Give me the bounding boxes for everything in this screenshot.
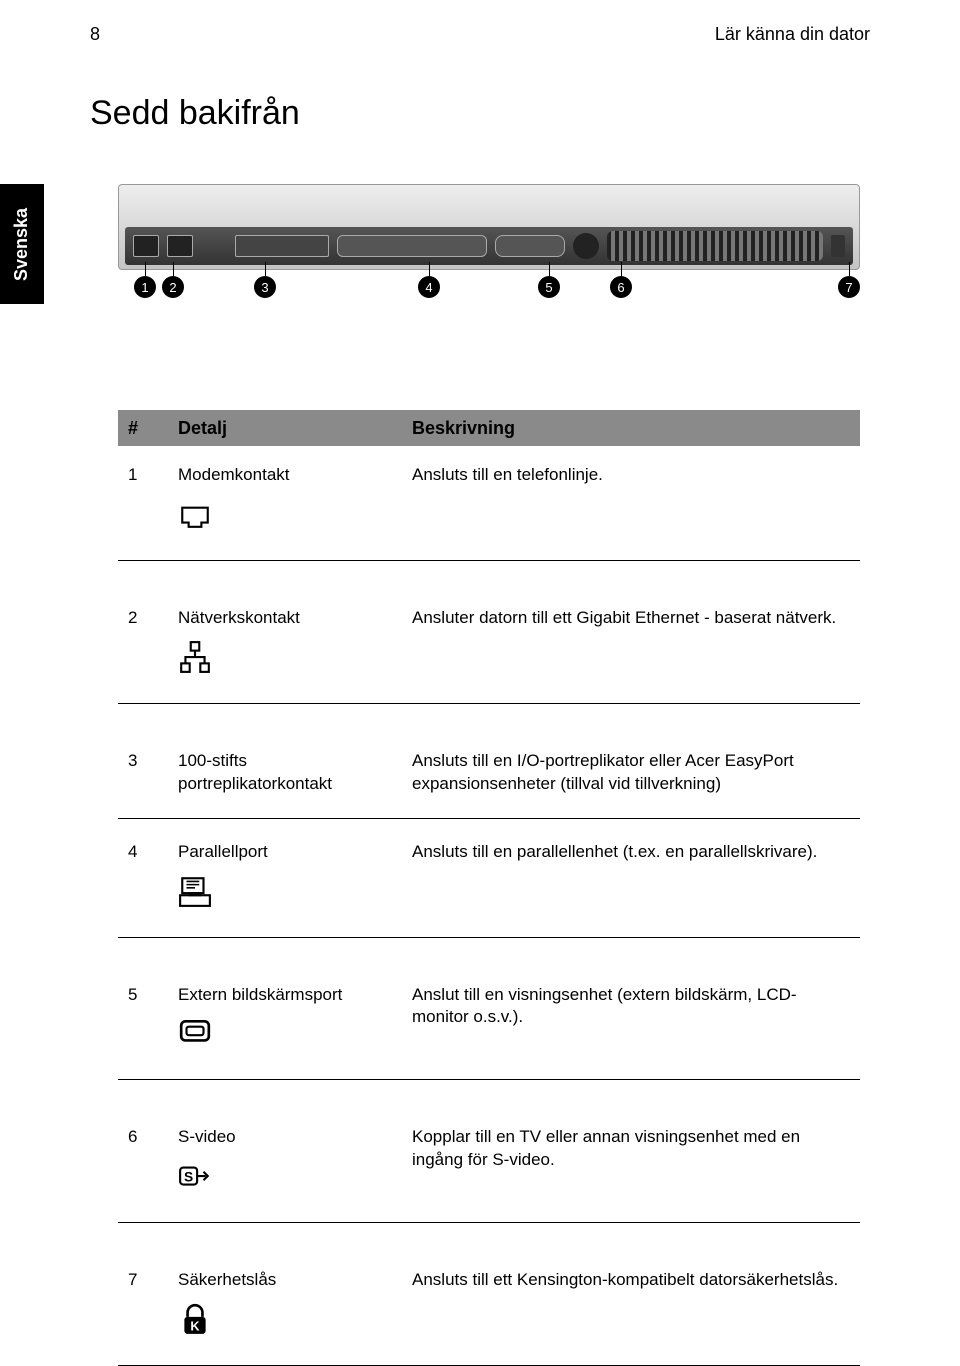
- callout-3: 3: [254, 262, 276, 298]
- row-group-spacer: [118, 1223, 860, 1247]
- svideo-icon: [178, 1159, 402, 1200]
- row-name: Extern bildskärmsport: [178, 984, 412, 1058]
- table-row: 6S-video Kopplar till en TV eller annan v…: [118, 1104, 860, 1223]
- row-description: Anslut till en visningsenhet (extern bil…: [412, 984, 850, 1058]
- callout-bubble: 2: [162, 276, 184, 298]
- lock-icon: [178, 1302, 402, 1343]
- table-row: 1Modemkontakt Ansluts till en telefonlinj…: [118, 446, 860, 561]
- row-name: Parallellport: [178, 841, 412, 915]
- callout-6: 6: [610, 262, 632, 298]
- row-group-spacer: [118, 1080, 860, 1104]
- table-row: 4Parallellport Ansluts till en parallelle…: [118, 819, 860, 938]
- callout-bubble: 4: [418, 276, 440, 298]
- callout-1: 1: [134, 262, 156, 298]
- callout-line: [429, 262, 430, 276]
- row-name: Nätverkskontakt: [178, 607, 412, 681]
- row-name-text: Extern bildskärmsport: [178, 984, 402, 1007]
- row-name: Säkerhetslås: [178, 1269, 412, 1343]
- row-name: S-video: [178, 1126, 412, 1200]
- table-row: 2Nätverkskontakt Ansluter datorn till ett…: [118, 585, 860, 704]
- row-description: Ansluts till en telefonlinje.: [412, 464, 850, 538]
- row-name: 100-stifts portreplikatorkontakt: [178, 750, 412, 796]
- row-name: Modemkontakt: [178, 464, 412, 538]
- row-number: 5: [128, 984, 178, 1058]
- callout-bubble: 5: [538, 276, 560, 298]
- page-title: Sedd bakifrån: [90, 94, 300, 133]
- table-row: 3100-stifts portreplikatorkontaktAnsluts…: [118, 728, 860, 819]
- port-modem: [133, 235, 159, 257]
- table-body: 1Modemkontakt Ansluts till en telefonlinj…: [118, 446, 860, 1366]
- row-description: Kopplar till en TV eller annan visningse…: [412, 1126, 850, 1200]
- row-number: 6: [128, 1126, 178, 1200]
- port-ethernet: [167, 235, 193, 257]
- row-description: Ansluter datorn till ett Gigabit Etherne…: [412, 607, 850, 681]
- row-name-text: Parallellport: [178, 841, 402, 864]
- table-row: 7Säkerhetslås Ansluts till ett Kensington…: [118, 1247, 860, 1366]
- row-number: 1: [128, 464, 178, 538]
- row-name-text: 100-stifts portreplikatorkontakt: [178, 750, 402, 796]
- row-name-text: Modemkontakt: [178, 464, 402, 487]
- vent-grille: [607, 231, 823, 261]
- page-header: 8 Lär känna din dator: [0, 24, 960, 45]
- device-rear-diagram: 12 3 4 5 6 7: [118, 184, 860, 324]
- callout-line: [173, 262, 174, 276]
- modem-icon: [178, 497, 402, 538]
- table-row: 5Extern bildskärmsport Anslut till en vis…: [118, 962, 860, 1081]
- row-description: Ansluts till ett Kensington-kompatibelt …: [412, 1269, 850, 1343]
- language-tab-label: Svenska: [12, 207, 33, 280]
- row-name-text: Säkerhetslås: [178, 1269, 402, 1292]
- row-name-text: S-video: [178, 1126, 402, 1149]
- callout-bubble: 3: [254, 276, 276, 298]
- port-lock: [831, 235, 845, 257]
- row-name-text: Nätverkskontakt: [178, 607, 402, 630]
- table-header-name: Detalj: [178, 418, 412, 439]
- callout-2: 2: [162, 262, 184, 298]
- parallel-icon: [178, 874, 402, 915]
- row-group-spacer: [118, 561, 860, 585]
- language-tab: Svenska: [0, 184, 44, 304]
- device-port-strip: [125, 227, 853, 265]
- row-description: Ansluts till en I/O-portreplikator eller…: [412, 750, 850, 796]
- callout-line: [549, 262, 550, 276]
- callout-4: 4: [418, 262, 440, 298]
- row-description: Ansluts till en parallellenhet (t.ex. en…: [412, 841, 850, 915]
- callout-bubble: 1: [134, 276, 156, 298]
- callout-7: 7: [838, 262, 860, 298]
- page-header-label: Lär känna din dator: [715, 24, 870, 45]
- ports-table: # Detalj Beskrivning 1Modemkontakt Anslut…: [118, 410, 860, 1366]
- row-number: 3: [128, 750, 178, 796]
- port-vga: [495, 235, 565, 257]
- callout-line: [145, 262, 146, 276]
- network-icon: [178, 640, 402, 681]
- table-header-desc: Beskrivning: [412, 418, 850, 439]
- device-body: [118, 184, 860, 270]
- row-number: 2: [128, 607, 178, 681]
- port-parallel: [337, 235, 487, 257]
- port-svideo: [573, 233, 599, 259]
- monitor-icon: [178, 1016, 402, 1057]
- port-replicator: [235, 235, 329, 257]
- row-number: 7: [128, 1269, 178, 1343]
- callout-line: [849, 262, 850, 276]
- row-group-spacer: [118, 704, 860, 728]
- callout-line: [621, 262, 622, 276]
- page-number: 8: [90, 24, 100, 45]
- table-header-row: # Detalj Beskrivning: [118, 410, 860, 446]
- row-number: 4: [128, 841, 178, 915]
- callout-bubble: 6: [610, 276, 632, 298]
- row-group-spacer: [118, 938, 860, 962]
- callout-line: [265, 262, 266, 276]
- callout-5: 5: [538, 262, 560, 298]
- callout-bubble: 7: [838, 276, 860, 298]
- table-header-num: #: [128, 418, 178, 439]
